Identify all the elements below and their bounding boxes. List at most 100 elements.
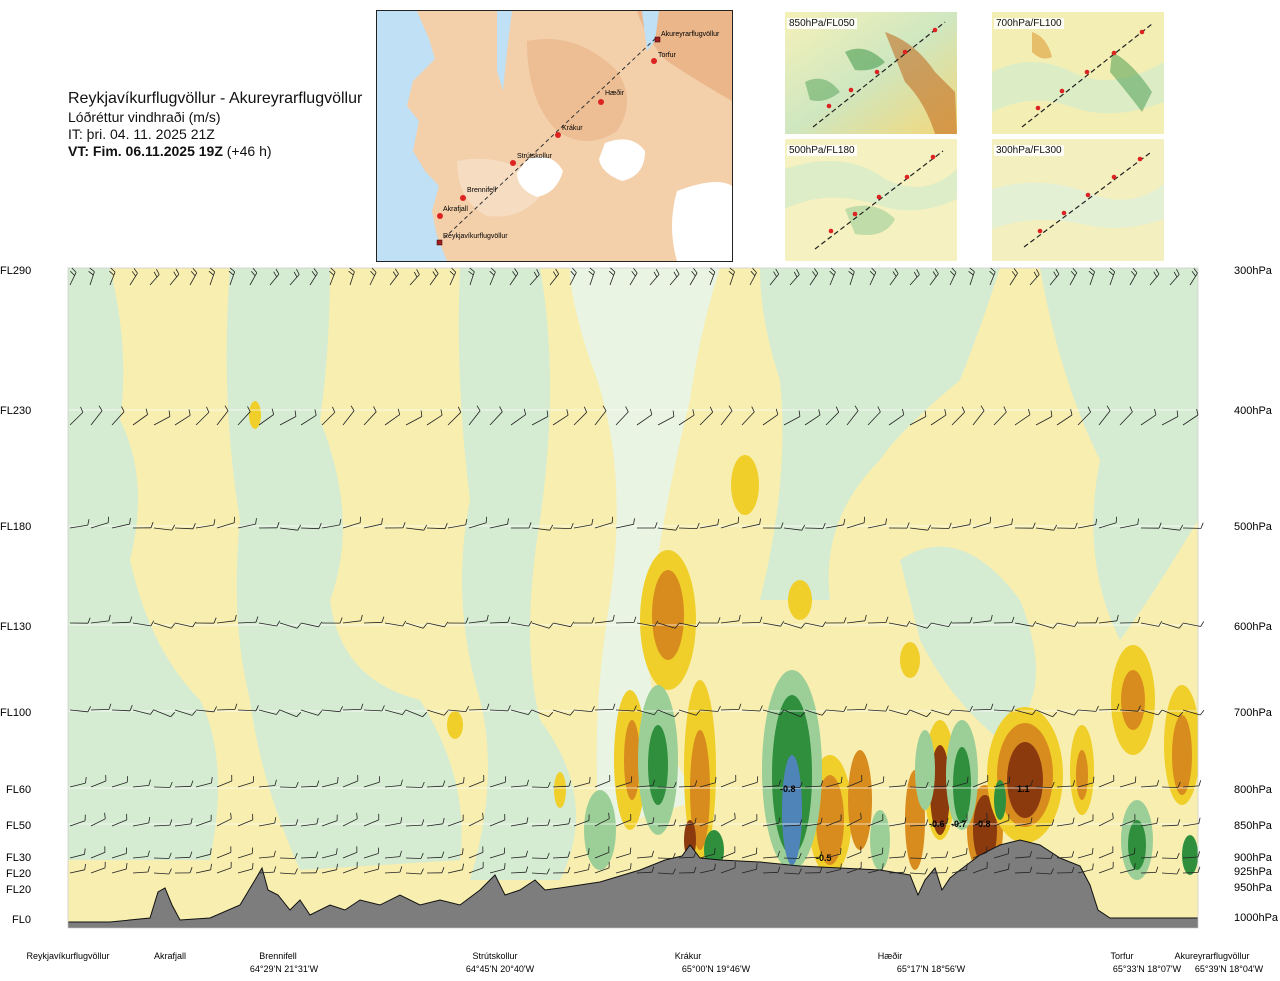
- wind-barb-shaft: [699, 709, 718, 712]
- wind-barb-feather: [371, 267, 377, 273]
- wind-barb-feather: [591, 706, 595, 712]
- wind-barb-shaft: [829, 271, 836, 286]
- wind-barb-shaft: [510, 414, 526, 426]
- wind-barb-shaft: [153, 416, 171, 426]
- wind-barb-feather: [131, 271, 137, 277]
- wind-barb-shaft: [300, 856, 317, 859]
- wind-barb-feather: [1200, 522, 1204, 529]
- wind-barb-feather: [1197, 866, 1201, 873]
- wind-barb-feather: [654, 709, 659, 715]
- wind-barb-feather: [356, 812, 358, 819]
- wind-barb-feather: [588, 848, 590, 855]
- wind-barb-feather: [175, 268, 180, 275]
- wind-barb-shaft: [405, 786, 423, 788]
- wind-barb-shaft: [174, 622, 193, 628]
- wind-barb-feather: [877, 406, 881, 413]
- waypoint-name: Krákur: [675, 951, 702, 961]
- wind-barb-feather: [729, 267, 735, 273]
- left-axis-label: FL290: [0, 265, 31, 277]
- wind-barb-shaft: [825, 411, 839, 426]
- wind-barb-feather: [1112, 812, 1114, 819]
- wind-barb-feather: [1052, 712, 1058, 717]
- wind-barb-shaft: [447, 412, 462, 426]
- wind-barb-feather: [1193, 268, 1198, 274]
- wind-barb-feather: [399, 850, 402, 857]
- wind-barb-shaft: [1077, 869, 1093, 874]
- wind-barb-feather: [295, 819, 299, 826]
- wind-barb-shaft: [699, 524, 718, 529]
- wind-barb-feather: [230, 812, 232, 819]
- wind-barb-shaft: [349, 271, 355, 286]
- wind-barb-shaft: [1098, 867, 1114, 874]
- wind-barb-feather: [463, 776, 465, 783]
- wind-barb-shaft: [363, 411, 377, 426]
- wind-barb-feather: [1155, 850, 1159, 858]
- wind-barb-feather: [871, 267, 877, 273]
- wind-barb-feather: [192, 267, 198, 274]
- wind-barb-shaft: [867, 411, 881, 426]
- wind-barb-feather: [1137, 616, 1141, 623]
- wind-barb-feather: [924, 410, 927, 417]
- wind-barb-feather: [150, 709, 155, 715]
- wind-barb-shaft: [174, 414, 191, 426]
- wind-barb-shaft: [195, 853, 211, 859]
- wind-barb-shaft: [888, 822, 905, 827]
- wind-barb-feather: [989, 270, 995, 276]
- wind-barb-feather: [313, 268, 318, 274]
- wind-barb-shaft: [720, 709, 740, 711]
- wind-barb-feather: [966, 863, 968, 870]
- wind-barb-shaft: [342, 818, 358, 827]
- field-band: [570, 268, 720, 830]
- wind-barb-shaft: [1182, 414, 1199, 426]
- wind-barb-feather: [1116, 703, 1120, 710]
- wind-barb-shaft: [909, 857, 926, 859]
- downdraft-cell: [1128, 820, 1146, 870]
- wind-barb-shaft: [90, 522, 109, 529]
- wind-barb-feather: [812, 271, 817, 277]
- wind-barb-feather: [1050, 868, 1054, 875]
- wind-barb-shaft: [1119, 782, 1136, 788]
- wind-barb-feather: [1053, 271, 1058, 278]
- wind-barb-feather: [969, 518, 972, 525]
- wind-barb-shaft: [741, 853, 757, 859]
- wind-barb-shaft: [342, 852, 358, 859]
- wind-barb-shaft: [594, 709, 614, 711]
- wind-barb-feather: [1052, 623, 1058, 629]
- wind-barb-shaft: [889, 273, 899, 286]
- downdraft-cell: [1182, 835, 1198, 875]
- wind-barb-feather: [442, 780, 446, 787]
- wind-barb-feather: [108, 614, 111, 621]
- wind-barb-shaft: [636, 414, 653, 426]
- wind-barb-feather: [294, 852, 298, 859]
- wind-barb-feather: [402, 620, 407, 627]
- wind-barb-shaft: [951, 709, 970, 712]
- wind-barb-feather: [276, 522, 280, 528]
- wind-barb-shaft: [867, 709, 887, 712]
- wind-barb-feather: [153, 271, 158, 278]
- wind-barb-feather: [381, 705, 385, 712]
- wind-barb-feather: [156, 269, 160, 275]
- wind-barb-feather: [1106, 405, 1111, 412]
- wind-barb-shaft: [363, 781, 380, 788]
- wind-barb-shaft: [783, 622, 802, 629]
- wind-barb-shaft: [384, 785, 401, 788]
- updraft-cell: [731, 455, 759, 515]
- wind-barb-shaft: [636, 785, 653, 788]
- right-axis-label: 400hPa: [1234, 405, 1273, 417]
- wind-barb-feather: [229, 267, 235, 273]
- waypoint-coord: 65°39'N 18°04'W: [1195, 964, 1264, 974]
- wind-barb-feather: [432, 271, 437, 277]
- wind-barb-feather: [275, 268, 280, 275]
- downdraft-cell: [870, 810, 890, 870]
- wind-barb-shaft: [531, 527, 550, 531]
- wind-barb-feather: [190, 818, 193, 824]
- wind-barb-feather: [1030, 779, 1033, 786]
- wind-barb-feather: [819, 851, 823, 858]
- wind-barb-shaft: [1140, 823, 1157, 827]
- wind-barb-feather: [548, 623, 554, 629]
- wind-barb-feather: [948, 522, 952, 529]
- wind-barb-feather: [234, 614, 237, 621]
- wind-barb-feather: [673, 781, 677, 788]
- wind-barb-feather: [926, 712, 932, 717]
- updraft-cell: [1121, 670, 1145, 730]
